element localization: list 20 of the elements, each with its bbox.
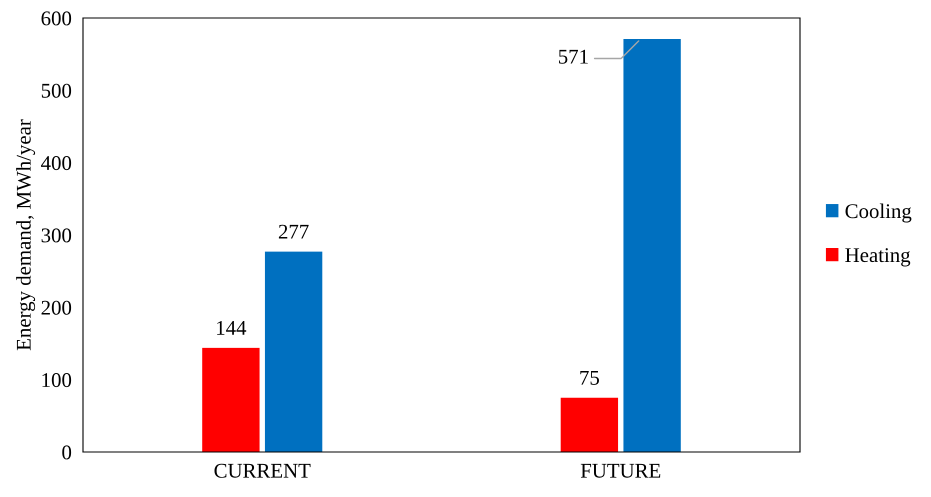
legend-label: Cooling — [846, 204, 912, 222]
y-tick-label: 100 — [42, 373, 72, 388]
bar — [623, 38, 681, 452]
y-tick-label: 200 — [42, 300, 72, 315]
y-axis-title: Energy demand, MWh/year — [16, 119, 36, 350]
y-tick-label: 400 — [41, 156, 72, 170]
y-tick-label: 500 — [42, 84, 72, 98]
data-label: 75 — [580, 370, 599, 385]
bar — [560, 398, 618, 452]
y-tick-label: 0 — [62, 445, 72, 460]
x-tick-label: CURRENT — [214, 464, 311, 478]
data-label: 144 — [217, 320, 246, 335]
bar — [202, 348, 260, 452]
legend-label: Heating — [845, 248, 910, 266]
data-label: 277 — [278, 224, 309, 239]
bar — [264, 252, 322, 452]
y-tick-label: 300 — [42, 228, 72, 242]
x-tick-label: FUTURE — [580, 464, 660, 478]
data-label: 571 — [558, 50, 588, 64]
y-tick-label: 600 — [42, 11, 72, 26]
